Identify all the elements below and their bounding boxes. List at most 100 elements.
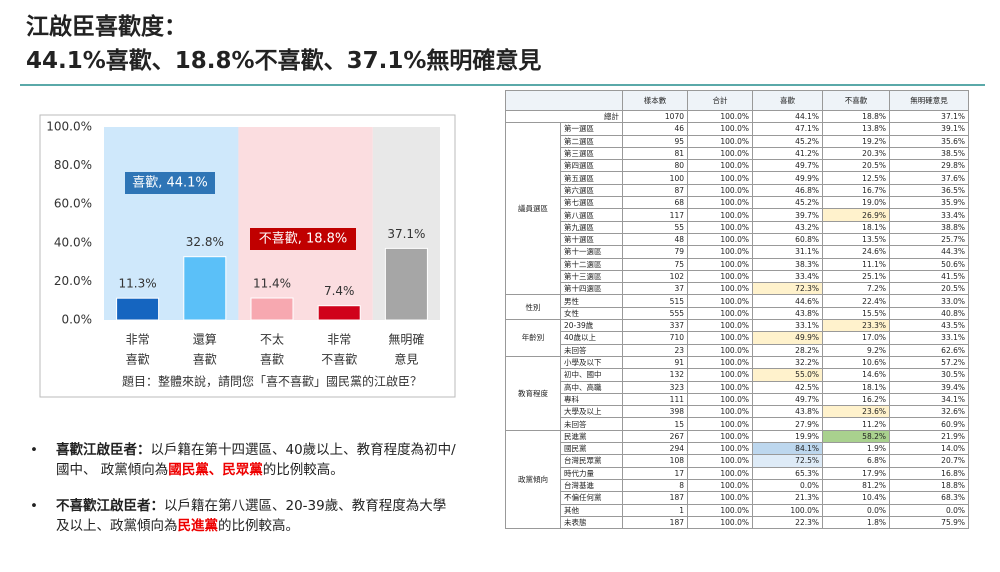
cell: 20.3% — [822, 146, 890, 161]
cell: 100.0% — [687, 515, 753, 530]
row: 第十四選區 37 100.0% 72.3% 7.2% 20.5% — [506, 282, 969, 296]
title-line: 44.1%喜歡、18.8%不喜歡、37.1%無明確意見 — [26, 48, 542, 74]
row-label: 20-39歲 — [560, 319, 623, 333]
row: 未回答 15 100.0% 27.9% 11.2% 60.9% — [506, 417, 969, 431]
cell: 18.1% — [822, 380, 890, 394]
cell: 43.5% — [889, 319, 969, 333]
row-label: 第十選區 — [560, 232, 623, 247]
cell: 33.1% — [752, 319, 823, 333]
cell: 100.0% — [687, 319, 753, 333]
row: 第四選區 80 100.0% 49.7% 20.5% 29.8% — [506, 159, 969, 173]
cell: 44.1% — [752, 109, 823, 124]
cell: 100.0% — [687, 306, 753, 321]
x-tick-label: 非常 — [327, 333, 351, 347]
cell: 108 — [622, 454, 688, 468]
cell: 68.3% — [889, 491, 969, 505]
cell: 187 — [622, 491, 688, 505]
row: 第十一選區 79 100.0% 31.1% 24.6% 44.3% — [506, 245, 969, 259]
group-label: 教育程度 — [505, 355, 561, 431]
y-tick-label: 0.0% — [62, 313, 93, 327]
row: 第七選區 68 100.0% 45.2% 19.0% 35.9% — [506, 196, 969, 210]
row-label: 40歲以上 — [560, 331, 623, 345]
bar — [317, 305, 361, 321]
header-cell: 喜歡 — [752, 90, 823, 111]
row-label: 台灣民眾黨 — [560, 454, 623, 468]
cell: 100.0% — [687, 491, 753, 505]
cell: 19.0% — [822, 196, 890, 210]
annotation-box — [250, 228, 356, 250]
row-label: 第九選區 — [560, 220, 623, 234]
cell: 38.5% — [889, 146, 969, 161]
cell: 14.0% — [889, 442, 969, 456]
row: 不偏任何黨 187 100.0% 21.3% 10.4% 68.3% — [506, 491, 969, 505]
cell: 0.0% — [752, 478, 823, 493]
title-line: 江啟臣喜歡度： — [26, 14, 187, 40]
cell: 100.0% — [687, 368, 753, 382]
cell: 17.9% — [822, 466, 890, 480]
cell: 31.1% — [752, 245, 823, 259]
x-tick-label: 意見 — [394, 352, 418, 367]
cell: 1.9% — [822, 442, 890, 456]
cell: 100.0% — [687, 392, 753, 407]
cell: 19.2% — [822, 134, 890, 148]
cell: 100.0% — [687, 159, 753, 173]
cell: 294 — [622, 442, 688, 456]
value-label: 32.8% — [186, 235, 224, 249]
cell: 16.2% — [822, 392, 890, 407]
bar — [183, 256, 227, 321]
cell: 8 — [622, 478, 688, 493]
cell: 60.8% — [752, 232, 823, 247]
cell: 50.6% — [889, 257, 969, 271]
cell: 81 — [622, 146, 688, 161]
cell: 6.8% — [822, 454, 890, 468]
cell: 21.3% — [752, 491, 823, 505]
cell: 65.3% — [752, 466, 823, 480]
row: 女性 555 100.0% 43.8% 15.5% 40.8% — [506, 306, 969, 321]
cell: 100.0% — [687, 134, 753, 148]
bullet-text: 以戶籍在第八選區、20-39歲、教育程度為大學及以上、政黨傾向為 — [56, 498, 447, 534]
row-label: 未表態 — [560, 515, 623, 530]
cell: 32.6% — [889, 405, 969, 419]
cell: 17.0% — [822, 331, 890, 345]
cell: 102 — [622, 269, 688, 284]
row-label: 小學及以下 — [560, 355, 623, 370]
row-label: 第十一選區 — [560, 245, 623, 259]
cell: 100.0% — [687, 503, 753, 517]
cell: 25.7% — [889, 232, 969, 247]
x-tick-label: 不太 — [260, 332, 284, 347]
cell: 34.1% — [889, 392, 969, 407]
cell: 100.0% — [687, 232, 753, 247]
cell: 49.9% — [752, 331, 823, 345]
cell: 37.1% — [889, 109, 969, 124]
cell: 1 — [622, 503, 688, 517]
row-label: 第四選區 — [560, 159, 623, 173]
cell: 100.0% — [687, 405, 753, 419]
y-tick-label: 100.0% — [46, 120, 92, 134]
x-tick-label: 不喜歡 — [321, 352, 357, 367]
cell: 18.1% — [822, 220, 890, 234]
cell: 19.9% — [752, 429, 823, 444]
row: 未表態 187 100.0% 22.3% 1.8% 75.9% — [506, 515, 969, 530]
header-cell: 合計 — [687, 90, 753, 111]
row: 第十三選區 102 100.0% 33.4% 25.1% 41.5% — [506, 269, 969, 284]
cell: 15.5% — [822, 306, 890, 321]
cell: 25.1% — [822, 269, 890, 284]
cell: 100.0% — [687, 269, 753, 284]
cell: 100.0% — [687, 380, 753, 394]
row-label: 未回答 — [560, 417, 623, 431]
cell: 29.8% — [889, 159, 969, 173]
cell: 49.7% — [752, 159, 823, 173]
row-label: 第一選區 — [560, 122, 623, 136]
row: 議員選區 第一選區 46 100.0% 47.1% 13.8% 39.1% — [505, 122, 969, 296]
cell: 87 — [622, 183, 688, 198]
row: 初中、國中 132 100.0% 55.0% 14.6% 30.5% — [506, 368, 969, 382]
cell: 100.0% — [687, 417, 753, 431]
cell: 100.0% — [687, 183, 753, 198]
row-label: 女性 — [560, 306, 623, 321]
row: 國民黨 294 100.0% 84.1% 1.9% 14.0% — [506, 442, 969, 456]
cell: 43.8% — [752, 306, 823, 321]
cell: 23.3% — [822, 319, 890, 333]
cell: 33.1% — [889, 331, 969, 345]
cell: 20.5% — [889, 282, 969, 296]
cell: 100.0% — [687, 196, 753, 210]
